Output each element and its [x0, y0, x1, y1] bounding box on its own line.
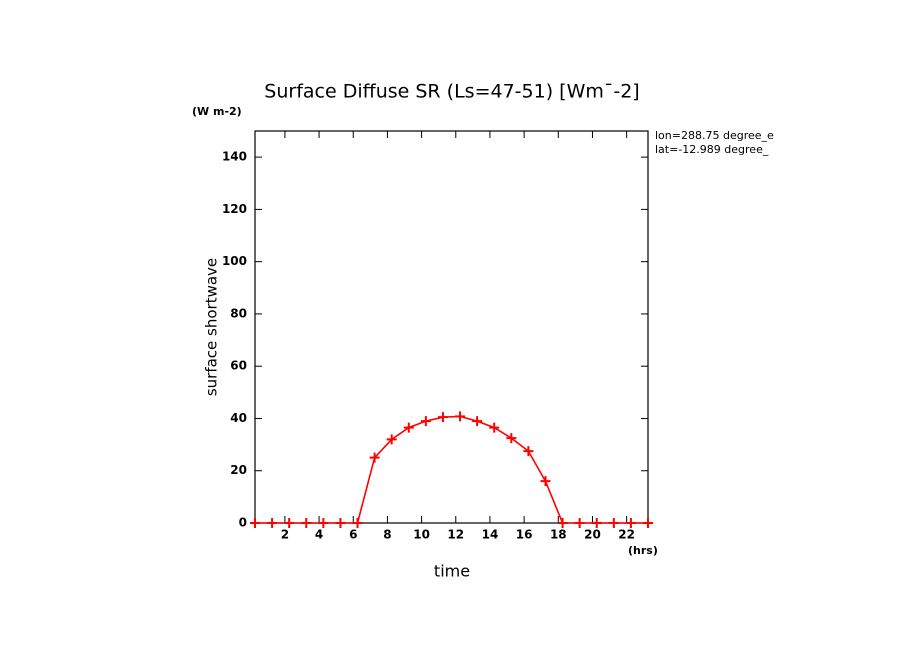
- point-marker: [455, 411, 466, 422]
- x-tick-label: 6: [349, 528, 357, 542]
- point-marker: [437, 412, 448, 423]
- point-marker: [574, 518, 585, 528]
- x-tick-label: 10: [413, 528, 430, 542]
- point-marker: [540, 476, 551, 487]
- y-tick-label: 100: [222, 254, 247, 268]
- units-label: (W m-2): [192, 105, 242, 118]
- point-marker: [301, 518, 312, 528]
- point-marker: [250, 518, 260, 528]
- x-tick-label: 12: [447, 528, 464, 542]
- chart-title: Surface Diffuse SR (Ls=47-51) [Wm¯-2]: [264, 81, 639, 103]
- x-tick-label: 8: [383, 528, 391, 542]
- point-marker: [335, 518, 346, 528]
- point-marker: [352, 518, 363, 528]
- y-tick-label: 140: [222, 150, 247, 164]
- point-marker: [403, 422, 414, 433]
- x-tick-label: 22: [618, 528, 635, 542]
- point-marker: [591, 518, 602, 528]
- x-units-label: (hrs): [628, 544, 658, 557]
- x-tick-label: 18: [550, 528, 567, 542]
- point-marker: [625, 518, 636, 528]
- plot-frame: [254, 130, 649, 524]
- point-marker: [557, 518, 568, 528]
- x-tick-label: 20: [584, 528, 601, 542]
- point-marker: [643, 518, 653, 528]
- x-tick-label: 4: [315, 528, 323, 542]
- point-marker: [318, 518, 329, 528]
- point-marker: [369, 452, 380, 463]
- point-marker: [420, 416, 431, 427]
- point-marker: [523, 446, 534, 457]
- point-marker: [608, 518, 619, 528]
- point-marker: [284, 518, 295, 528]
- point-marker: [489, 422, 500, 433]
- y-tick-label: 0: [239, 516, 247, 530]
- point-marker: [472, 416, 483, 427]
- y-tick-label: 40: [230, 411, 247, 425]
- annotation: lat=-12.989 degree_: [655, 143, 769, 156]
- x-tick-label: 2: [281, 528, 289, 542]
- y-tick-label: 20: [230, 463, 247, 477]
- point-marker: [386, 434, 397, 445]
- y-tick-label: 120: [222, 202, 247, 216]
- x-tick-label: 16: [516, 528, 533, 542]
- x-axis-label: time: [434, 562, 470, 581]
- y-axis-label: surface shortwave: [203, 258, 221, 396]
- y-tick-label: 80: [230, 306, 247, 320]
- annotation: lon=288.75 degree_e: [655, 129, 774, 142]
- point-marker: [506, 433, 517, 444]
- y-tick-label: 60: [230, 359, 247, 373]
- point-marker: [267, 518, 278, 528]
- x-tick-label: 14: [482, 528, 499, 542]
